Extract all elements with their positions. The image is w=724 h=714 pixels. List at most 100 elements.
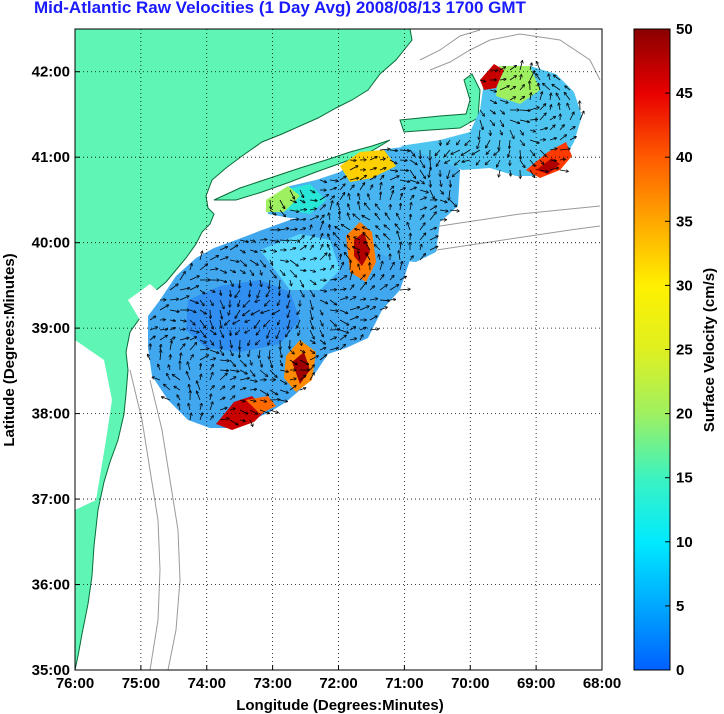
colorbar-label: Surface Velocity (cm/s) [701, 268, 718, 432]
current-vector [429, 189, 434, 198]
current-vector [569, 127, 575, 131]
current-vector [173, 375, 181, 381]
current-vector [407, 223, 411, 231]
current-vector [200, 404, 202, 411]
current-vector [269, 349, 270, 359]
current-vector [419, 223, 425, 231]
lat-tick-label: 41:00 [32, 149, 70, 166]
current-vector [259, 239, 267, 240]
current-vector [345, 245, 351, 251]
current-vector [269, 389, 277, 395]
current-vector [399, 277, 406, 281]
current-vector [269, 369, 277, 377]
current-vector [199, 264, 207, 271]
current-vector [559, 103, 560, 111]
current-vector [309, 373, 314, 381]
current-vector [435, 149, 441, 155]
grid-lines [75, 29, 602, 670]
current-vector [429, 228, 436, 231]
current-vector [249, 389, 256, 390]
current-vector [537, 62, 541, 71]
current-vector [219, 408, 227, 411]
current-vector [239, 378, 249, 381]
current-vector [519, 97, 524, 101]
current-vector [489, 90, 496, 92]
current-vector [188, 404, 190, 411]
current-vector [264, 319, 271, 326]
current-vector [219, 329, 223, 337]
current-vector [297, 319, 301, 328]
current-vector [249, 409, 257, 414]
y-axis-label: Latitude (Degrees:Minutes) [1, 253, 18, 446]
current-vector [329, 319, 336, 326]
current-vector [530, 63, 532, 71]
current-vector [309, 329, 314, 339]
colorbar [633, 28, 671, 671]
current-vector [400, 204, 401, 211]
current-vector [249, 289, 250, 297]
current-vector [499, 119, 503, 126]
current-vector [229, 359, 235, 366]
current-vector [299, 289, 304, 297]
current-vector [419, 179, 424, 184]
current-vector [380, 183, 381, 191]
current-vector [348, 236, 351, 241]
current-vector [384, 225, 391, 231]
current-vector [494, 149, 501, 155]
current-vector [379, 149, 389, 150]
current-vector [369, 307, 375, 311]
current-vector [519, 129, 523, 135]
current-vector [349, 178, 358, 181]
lon-tick-label: 74:00 [188, 675, 226, 692]
current-vector [409, 149, 415, 156]
current-vector [451, 149, 461, 154]
current-vector [329, 188, 336, 191]
current-vector [499, 79, 506, 80]
current-vector [219, 398, 225, 401]
current-vector [530, 93, 531, 101]
current-vector [209, 339, 213, 345]
current-vector [365, 242, 371, 251]
current-vector [233, 319, 241, 324]
current-vector [419, 159, 425, 167]
current-vector [229, 339, 232, 347]
latitude-ticks: 35:00 36:00 37:00 38:00 39:00 40:00 41:00 42:00 [32, 64, 80, 679]
current-vector [520, 75, 521, 81]
current-vector [559, 159, 565, 160]
current-vector [509, 97, 515, 101]
current-vector [245, 329, 251, 333]
current-vector [529, 139, 539, 143]
current-vector [289, 379, 296, 380]
current-vector [379, 168, 386, 171]
current-vector [334, 233, 341, 241]
current-vector [569, 112, 574, 121]
current-vector [209, 290, 215, 292]
current-vector [219, 360, 229, 361]
current-vector [289, 386, 296, 391]
current-vector [239, 279, 240, 288]
current-vector [309, 189, 315, 193]
current-vector [319, 348, 326, 351]
current-vector [479, 80, 485, 81]
lon-tick-label: 73:00 [253, 675, 291, 692]
current-vector [276, 329, 281, 338]
current-vector [319, 299, 327, 303]
current-vector [397, 231, 401, 241]
current-vector [337, 203, 341, 211]
current-vector [229, 269, 235, 272]
current-vector [149, 336, 155, 341]
current-vector [177, 395, 181, 401]
current-vector [249, 259, 258, 265]
current-vector [279, 269, 285, 275]
current-vector [519, 61, 522, 71]
current-vector [265, 299, 271, 306]
current-vector [349, 317, 358, 321]
current-vector [299, 228, 305, 230]
current-vector [229, 349, 233, 355]
current-vector [529, 130, 535, 132]
current-vector [419, 233, 426, 241]
current-vector [329, 299, 336, 305]
current-vector [419, 197, 426, 201]
current-vector [409, 196, 414, 201]
current-vector [519, 159, 525, 167]
